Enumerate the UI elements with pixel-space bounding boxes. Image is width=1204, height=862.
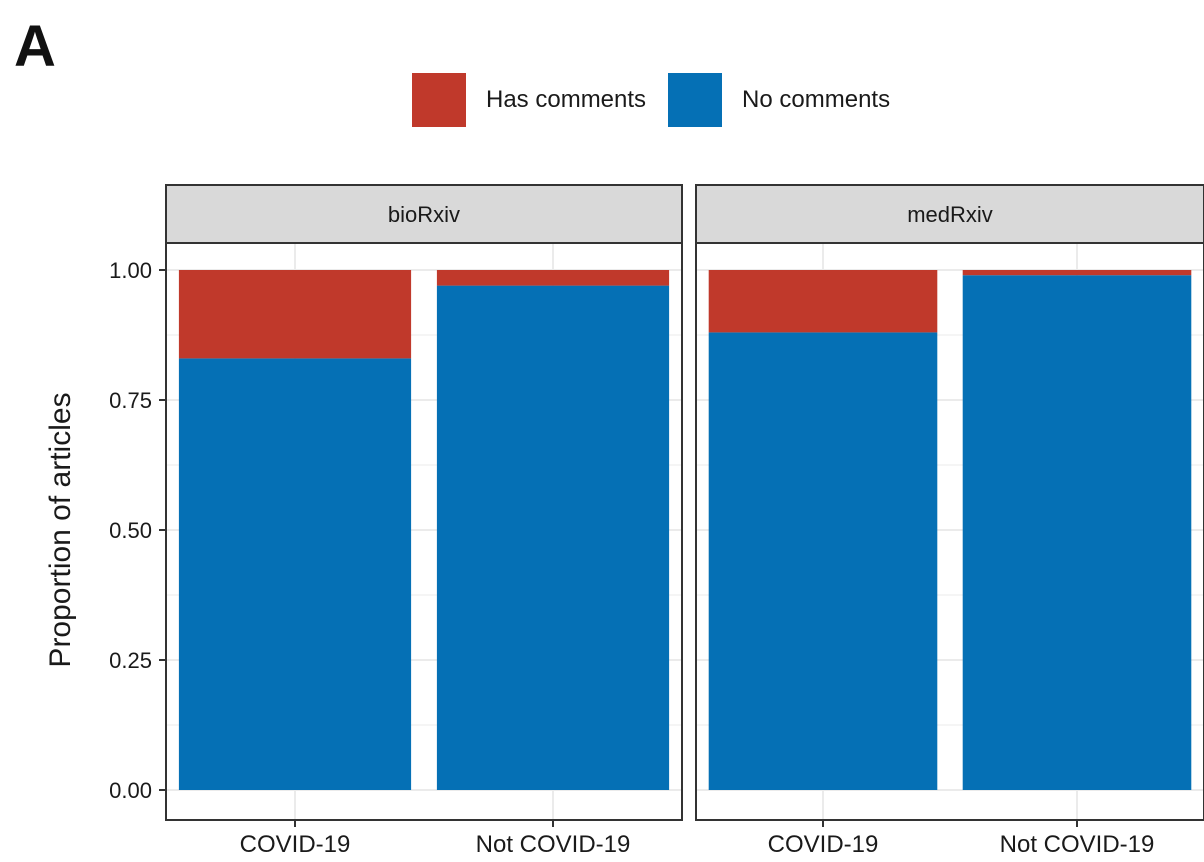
facet-label-medrxiv: medRxiv <box>907 202 993 227</box>
bar-biorxiv-covid-19-no-comments <box>178 358 412 790</box>
legend-item-has-comments: Has comments <box>412 73 646 127</box>
y-tick-label: 0.25 <box>109 648 152 673</box>
x-tick-label: COVID-19 <box>240 831 351 858</box>
bar-medrxiv-not-covid-19-no-comments <box>962 275 1192 790</box>
facet-strip-biorxiv <box>165 184 683 244</box>
y-tick-label: 0.00 <box>109 778 152 803</box>
bar-biorxiv-covid-19-has-comments <box>178 270 412 359</box>
y-axis-title: Proportion of articles <box>44 392 77 667</box>
bar-medrxiv-not-covid-19-has-comments <box>962 270 1192 276</box>
bar-medrxiv-covid-19-has-comments <box>708 270 938 333</box>
x-tick-label: COVID-19 <box>768 831 879 858</box>
legend-item-no-comments: No comments <box>668 73 890 127</box>
panel-letter: A <box>14 14 56 79</box>
y-tick-label: 0.50 <box>109 518 152 543</box>
facet-strip-medrxiv <box>695 184 1204 244</box>
y-tick-label: 0.75 <box>109 388 152 413</box>
x-tick-label: Not COVID-19 <box>1000 831 1155 858</box>
legend-label-has-comments: Has comments <box>486 86 647 113</box>
legend-label-no-comments: No comments <box>742 86 891 113</box>
x-tick-label: Not COVID-19 <box>476 831 631 858</box>
bar-medrxiv-covid-19-no-comments <box>708 332 938 790</box>
legend: Has comments No comments <box>412 72 912 128</box>
y-tick-label: 1.00 <box>109 258 152 283</box>
legend-swatch-has-comments <box>412 73 466 127</box>
legend-swatch-no-comments <box>668 73 723 127</box>
bar-biorxiv-not-covid-19-has-comments <box>436 270 670 286</box>
facet-label-biorxiv: bioRxiv <box>388 202 460 227</box>
bar-biorxiv-not-covid-19-no-comments <box>436 285 670 790</box>
